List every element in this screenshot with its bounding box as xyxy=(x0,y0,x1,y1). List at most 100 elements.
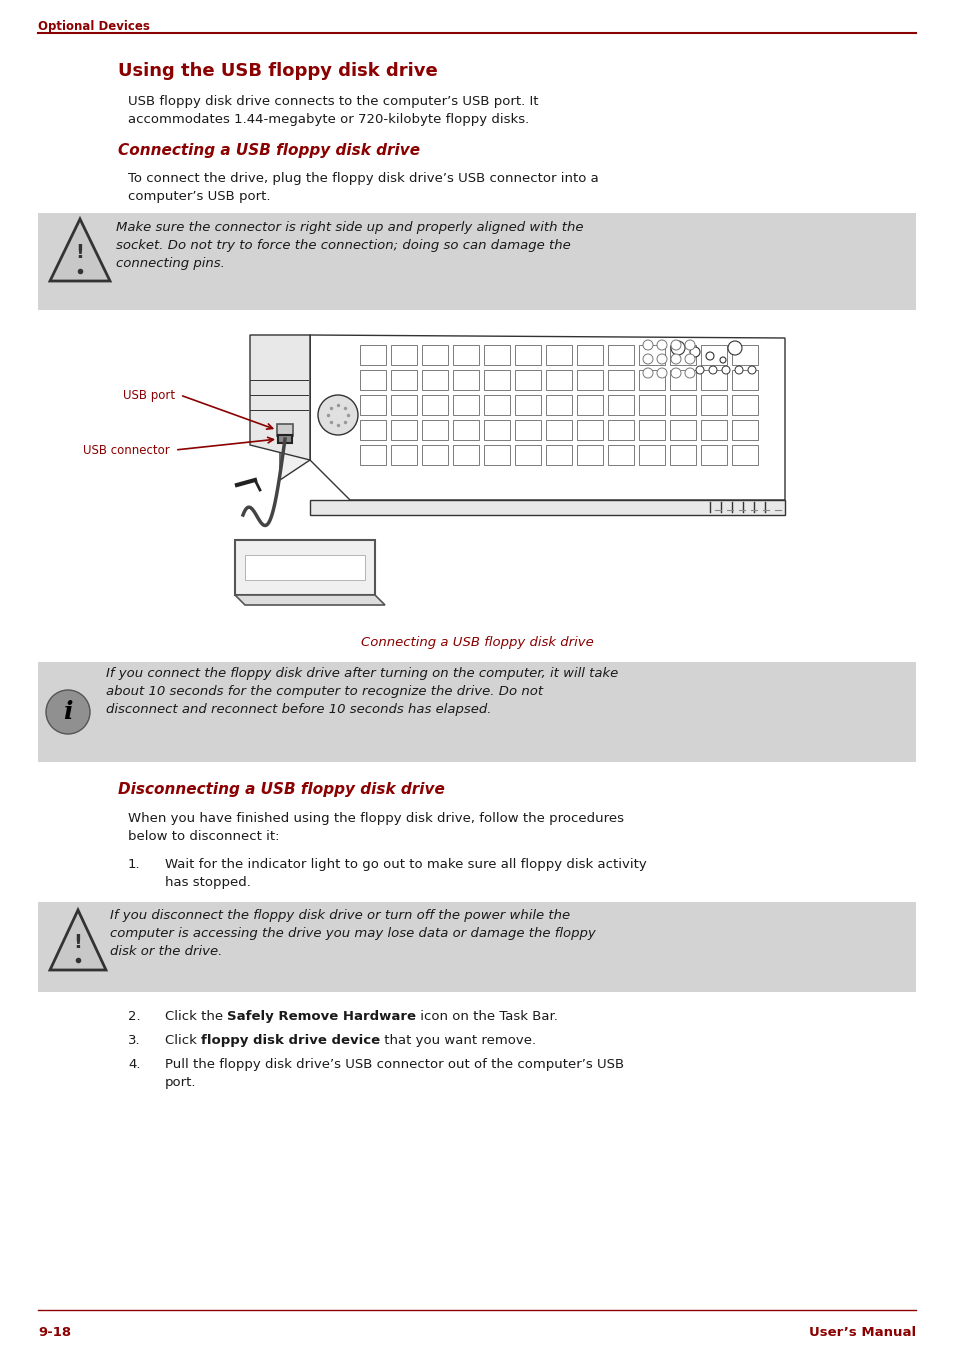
FancyBboxPatch shape xyxy=(453,395,478,415)
Circle shape xyxy=(657,354,666,364)
FancyBboxPatch shape xyxy=(453,420,478,439)
FancyBboxPatch shape xyxy=(607,370,634,389)
FancyBboxPatch shape xyxy=(421,420,448,439)
FancyBboxPatch shape xyxy=(607,395,634,415)
FancyBboxPatch shape xyxy=(700,370,726,389)
FancyBboxPatch shape xyxy=(545,345,572,365)
FancyBboxPatch shape xyxy=(545,370,572,389)
Text: 9-18: 9-18 xyxy=(38,1326,71,1338)
FancyBboxPatch shape xyxy=(515,420,540,439)
Circle shape xyxy=(670,341,684,356)
FancyBboxPatch shape xyxy=(483,345,510,365)
FancyBboxPatch shape xyxy=(38,902,915,992)
Text: 3.: 3. xyxy=(128,1034,140,1046)
FancyBboxPatch shape xyxy=(669,345,696,365)
Text: 1.: 1. xyxy=(128,859,140,871)
Text: accommodates 1.44-megabyte or 720-kilobyte floppy disks.: accommodates 1.44-megabyte or 720-kiloby… xyxy=(128,114,529,126)
Text: floppy disk drive device: floppy disk drive device xyxy=(201,1034,380,1046)
Polygon shape xyxy=(50,219,110,281)
Text: port.: port. xyxy=(165,1076,196,1088)
FancyBboxPatch shape xyxy=(245,556,365,580)
FancyBboxPatch shape xyxy=(421,395,448,415)
FancyBboxPatch shape xyxy=(483,370,510,389)
Text: Disconnecting a USB floppy disk drive: Disconnecting a USB floppy disk drive xyxy=(118,781,444,796)
Polygon shape xyxy=(310,335,784,500)
FancyBboxPatch shape xyxy=(359,370,386,389)
FancyBboxPatch shape xyxy=(700,345,726,365)
Circle shape xyxy=(670,339,680,350)
Text: connecting pins.: connecting pins. xyxy=(116,257,225,270)
FancyBboxPatch shape xyxy=(359,420,386,439)
Circle shape xyxy=(46,690,90,734)
Polygon shape xyxy=(50,910,106,969)
Polygon shape xyxy=(280,335,310,480)
Text: 2.: 2. xyxy=(128,1010,140,1023)
FancyBboxPatch shape xyxy=(515,370,540,389)
FancyBboxPatch shape xyxy=(607,445,634,465)
FancyBboxPatch shape xyxy=(391,370,416,389)
Text: !: ! xyxy=(75,242,85,261)
FancyBboxPatch shape xyxy=(669,395,696,415)
Circle shape xyxy=(657,368,666,379)
FancyBboxPatch shape xyxy=(276,425,293,435)
FancyBboxPatch shape xyxy=(731,395,758,415)
FancyBboxPatch shape xyxy=(639,370,664,389)
Text: below to disconnect it:: below to disconnect it: xyxy=(128,830,279,844)
FancyBboxPatch shape xyxy=(545,445,572,465)
Text: !: ! xyxy=(73,933,82,952)
Text: When you have finished using the floppy disk drive, follow the procedures: When you have finished using the floppy … xyxy=(128,813,623,825)
Text: Connecting a USB floppy disk drive: Connecting a USB floppy disk drive xyxy=(118,143,419,158)
Text: disk or the drive.: disk or the drive. xyxy=(110,945,222,959)
FancyBboxPatch shape xyxy=(515,345,540,365)
FancyBboxPatch shape xyxy=(577,395,602,415)
Text: If you disconnect the floppy disk drive or turn off the power while the: If you disconnect the floppy disk drive … xyxy=(110,909,570,922)
Text: Pull the floppy disk drive’s USB connector out of the computer’s USB: Pull the floppy disk drive’s USB connect… xyxy=(165,1059,623,1071)
Text: Optional Devices: Optional Devices xyxy=(38,20,150,32)
FancyBboxPatch shape xyxy=(234,539,375,595)
Text: Connecting a USB floppy disk drive: Connecting a USB floppy disk drive xyxy=(360,635,593,649)
Circle shape xyxy=(642,339,652,350)
Circle shape xyxy=(642,368,652,379)
FancyBboxPatch shape xyxy=(577,420,602,439)
FancyBboxPatch shape xyxy=(669,370,696,389)
Text: Make sure the connector is right side up and properly aligned with the: Make sure the connector is right side up… xyxy=(116,220,583,234)
FancyBboxPatch shape xyxy=(421,370,448,389)
Circle shape xyxy=(317,395,357,435)
FancyBboxPatch shape xyxy=(639,420,664,439)
Circle shape xyxy=(684,354,695,364)
FancyBboxPatch shape xyxy=(669,420,696,439)
Circle shape xyxy=(721,366,729,375)
Circle shape xyxy=(670,354,680,364)
FancyBboxPatch shape xyxy=(359,345,386,365)
FancyBboxPatch shape xyxy=(577,345,602,365)
Circle shape xyxy=(696,366,703,375)
Circle shape xyxy=(657,339,666,350)
FancyBboxPatch shape xyxy=(421,445,448,465)
Text: Click: Click xyxy=(165,1034,201,1046)
Text: 4.: 4. xyxy=(128,1059,140,1071)
FancyBboxPatch shape xyxy=(731,445,758,465)
Polygon shape xyxy=(250,335,310,460)
Text: that you want remove.: that you want remove. xyxy=(380,1034,536,1046)
Circle shape xyxy=(684,368,695,379)
FancyBboxPatch shape xyxy=(391,420,416,439)
Text: Click the: Click the xyxy=(165,1010,227,1023)
Text: To connect the drive, plug the floppy disk drive’s USB connector into a: To connect the drive, plug the floppy di… xyxy=(128,172,598,185)
Circle shape xyxy=(670,368,680,379)
Text: USB connector: USB connector xyxy=(83,443,170,457)
FancyBboxPatch shape xyxy=(359,445,386,465)
Circle shape xyxy=(708,366,717,375)
FancyBboxPatch shape xyxy=(700,420,726,439)
FancyBboxPatch shape xyxy=(577,445,602,465)
FancyBboxPatch shape xyxy=(639,445,664,465)
Text: socket. Do not try to force the connection; doing so can damage the: socket. Do not try to force the connecti… xyxy=(116,239,570,251)
FancyBboxPatch shape xyxy=(38,662,915,763)
Circle shape xyxy=(727,341,741,356)
FancyBboxPatch shape xyxy=(391,395,416,415)
Polygon shape xyxy=(310,500,784,515)
Text: disconnect and reconnect before 10 seconds has elapsed.: disconnect and reconnect before 10 secon… xyxy=(106,703,491,717)
FancyBboxPatch shape xyxy=(515,445,540,465)
Circle shape xyxy=(705,352,713,360)
Text: USB port: USB port xyxy=(123,388,174,402)
Text: about 10 seconds for the computer to recognize the drive. Do not: about 10 seconds for the computer to rec… xyxy=(106,685,542,698)
